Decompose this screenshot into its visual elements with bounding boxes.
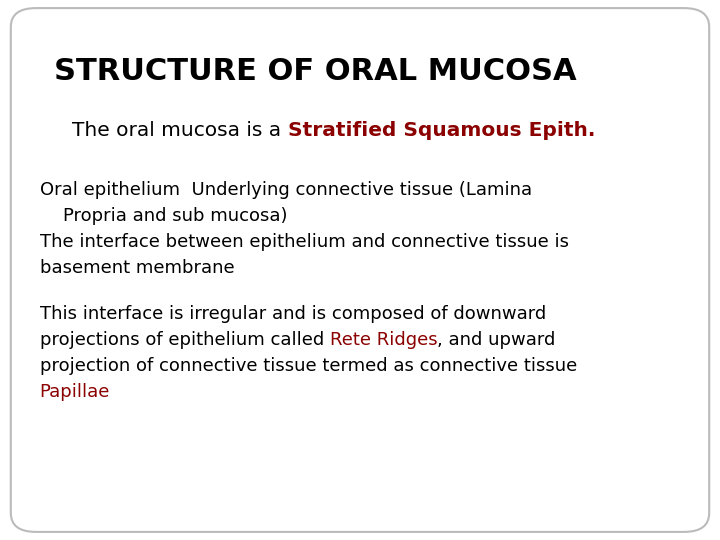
Text: This interface is irregular and is composed of downward: This interface is irregular and is compo…: [40, 305, 546, 323]
Text: The interface between epithelium and connective tissue is: The interface between epithelium and con…: [40, 233, 569, 251]
FancyBboxPatch shape: [11, 8, 709, 532]
Text: projection of connective tissue termed as connective tissue: projection of connective tissue termed a…: [40, 357, 577, 375]
Text: projections of epithelium called: projections of epithelium called: [40, 331, 330, 349]
Text: The oral mucosa is a: The oral mucosa is a: [72, 122, 287, 140]
Text: basement membrane: basement membrane: [40, 259, 234, 276]
Text: Propria and sub mucosa): Propria and sub mucosa): [40, 207, 287, 225]
Text: Rete Ridges: Rete Ridges: [330, 331, 437, 349]
Text: , and upward: , and upward: [437, 331, 556, 349]
Text: Stratified Squamous Epith.: Stratified Squamous Epith.: [287, 122, 595, 140]
Text: STRUCTURE OF ORAL MUCOSA: STRUCTURE OF ORAL MUCOSA: [54, 57, 577, 86]
Text: Oral epithelium  Underlying connective tissue (Lamina: Oral epithelium Underlying connective ti…: [40, 181, 532, 199]
Text: Papillae: Papillae: [40, 383, 110, 401]
